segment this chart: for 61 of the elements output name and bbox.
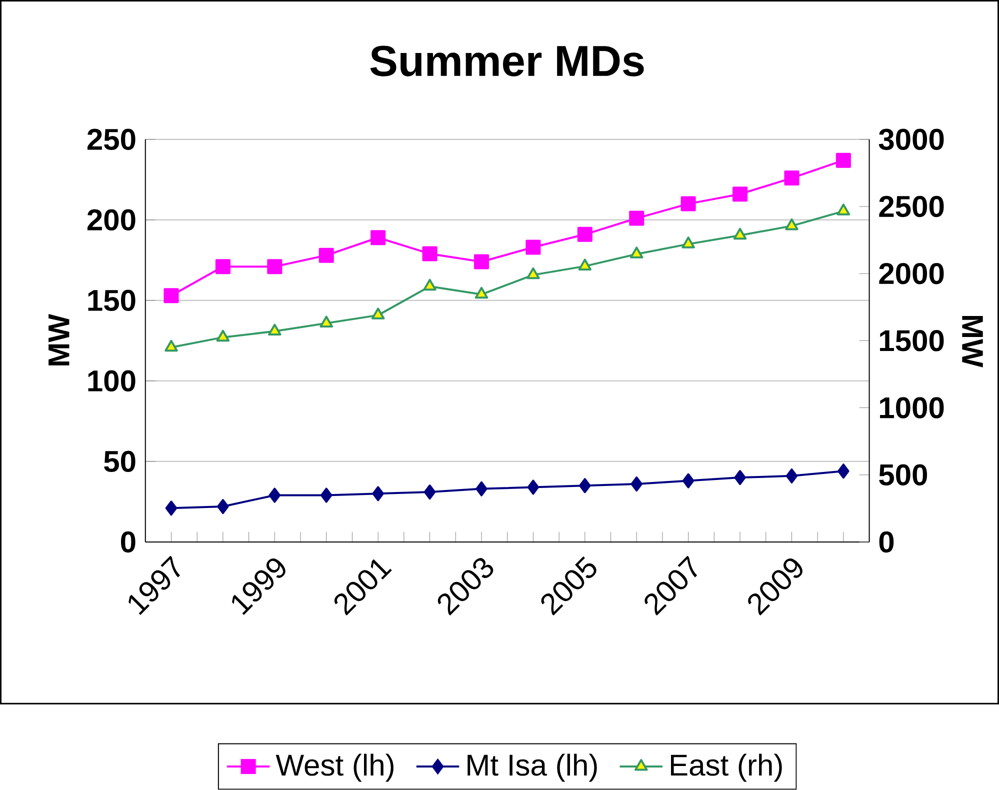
point xyxy=(629,210,644,226)
point xyxy=(165,500,178,516)
legend-label: East (rh) xyxy=(670,754,782,782)
point xyxy=(318,248,334,263)
y-tick-label: 0 xyxy=(121,531,136,553)
point xyxy=(320,316,334,328)
point xyxy=(422,246,438,262)
y-axis-title: MW xyxy=(48,314,70,366)
point xyxy=(372,486,384,502)
point xyxy=(474,254,489,270)
legend-label: Mt Isa (lh) xyxy=(468,754,597,782)
point xyxy=(732,186,748,202)
point xyxy=(680,196,696,212)
point xyxy=(579,478,591,494)
point xyxy=(268,488,281,503)
point xyxy=(733,228,747,240)
y2-axis-title: MW xyxy=(962,316,983,368)
point xyxy=(164,288,179,304)
point xyxy=(268,324,282,336)
point xyxy=(630,476,642,492)
y-tick-label: 50 xyxy=(104,450,136,472)
point xyxy=(424,484,436,500)
point xyxy=(474,286,488,299)
y2-tick-label: 2000 xyxy=(879,263,944,284)
point xyxy=(217,499,229,514)
point xyxy=(836,204,850,216)
point xyxy=(526,240,541,255)
point xyxy=(682,236,695,248)
y-tick-label: 250 xyxy=(87,128,136,150)
y2-tick-label: 1500 xyxy=(880,330,944,352)
point xyxy=(370,230,386,246)
point xyxy=(785,218,798,230)
point xyxy=(682,473,694,488)
y2-tick-label: 2500 xyxy=(879,196,944,218)
point xyxy=(371,308,385,320)
chart-title: Summer MDs xyxy=(370,46,644,76)
y-tick-label: 100 xyxy=(88,370,136,392)
point xyxy=(267,259,282,274)
point xyxy=(786,468,798,484)
point xyxy=(838,464,850,479)
y2-tick-label: 1000 xyxy=(880,397,944,418)
y2-tick-label: 3000 xyxy=(878,128,944,150)
point xyxy=(734,470,746,486)
legend-label: West (lh) xyxy=(276,754,394,782)
y2-tick-label: 500 xyxy=(879,464,928,486)
point xyxy=(216,330,230,342)
y-tick-label: 150 xyxy=(88,290,136,312)
point xyxy=(526,267,540,280)
point xyxy=(423,278,436,291)
y2-tick-label: 0 xyxy=(879,531,894,553)
point xyxy=(320,488,332,503)
point xyxy=(577,226,592,242)
point xyxy=(836,152,851,168)
point xyxy=(215,259,230,274)
point xyxy=(630,246,644,258)
point xyxy=(164,340,178,352)
point xyxy=(784,170,800,186)
point xyxy=(578,258,592,271)
y-tick-label: 200 xyxy=(87,209,136,231)
point xyxy=(476,481,488,496)
point xyxy=(527,480,540,495)
